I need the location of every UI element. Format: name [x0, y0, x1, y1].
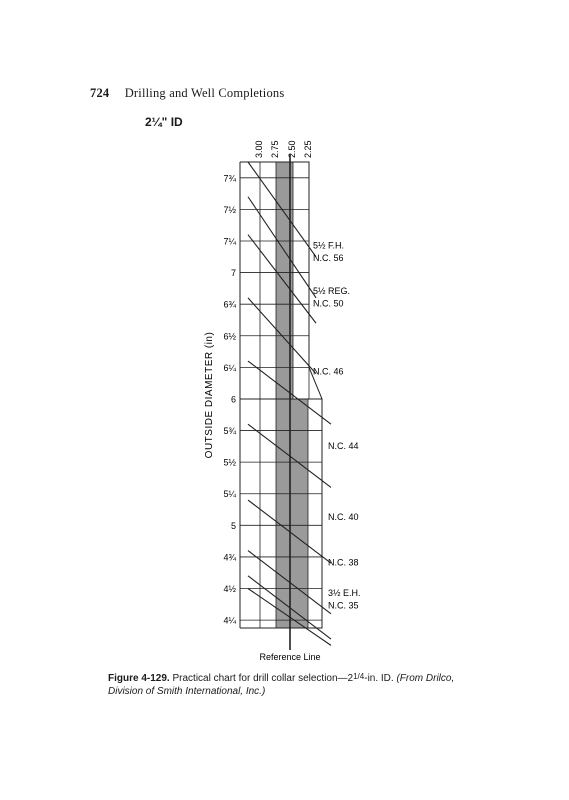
- od-tick-label: 6¼: [223, 363, 236, 373]
- connection-label: 5½ REG.: [313, 286, 350, 296]
- od-tick-label: 6¾: [223, 300, 236, 310]
- caption-fraction: 1/4: [353, 672, 365, 681]
- bsr-column-label: 2.25: [303, 140, 313, 158]
- tick-labels-group: 7¾ 7½ 7¼ 7 6¾ 6½ 6¼ 6 5¾ 5½ 5¼ 5 4¾ 4½ 4¼: [223, 173, 236, 625]
- connection-line: [247, 234, 317, 324]
- od-tick-label: 7¾: [223, 173, 236, 183]
- connection-line: [247, 297, 317, 375]
- connection-label: N.C. 35: [328, 600, 359, 610]
- od-tick-label: 5½: [223, 458, 236, 468]
- od-tick-label: 4¾: [223, 552, 236, 562]
- bsr-labels-group: 3.00 2.75 2.50 2.25: [254, 140, 313, 158]
- connection-label: 5½ F.H.: [313, 240, 344, 250]
- running-title: Drilling and Well Completions: [124, 86, 285, 100]
- caption-text-pre: Practical chart for drill collar selecti…: [172, 673, 354, 684]
- figure-number: Figure 4-129.: [108, 673, 170, 684]
- running-header: 724 Drilling and Well Completions: [90, 86, 284, 101]
- od-tick-label: 7: [231, 268, 236, 278]
- shaded-band-lower: [276, 398, 308, 628]
- od-tick-label: 4¼: [223, 616, 236, 626]
- y-axis-label: OUTSIDE DIAMETER (in): [204, 332, 215, 459]
- connection-line: [247, 196, 317, 299]
- caption-source: (From Drilco, Division of Smith Internat…: [108, 673, 455, 697]
- od-tick-label: 7½: [223, 205, 236, 215]
- od-tick-label: 5¼: [223, 489, 236, 499]
- connection-label: N.C. 38: [328, 557, 359, 567]
- connection-label: N.C. 56: [313, 253, 344, 263]
- connection-labels-group: 5½ F.H. N.C. 56 5½ REG. N.C. 50 N.C. 46 N.C. …: [313, 240, 361, 610]
- bsr-column-label: 2.75: [270, 140, 280, 158]
- od-tick-label: 7¼: [223, 236, 236, 246]
- connection-label: N.C. 40: [328, 512, 359, 522]
- bsr-column-label: 2.50: [287, 140, 297, 158]
- od-tick-label: 5: [231, 521, 236, 531]
- connection-label: 3½ E.H.: [328, 588, 361, 598]
- od-tick-label: 5¾: [223, 426, 236, 436]
- connection-label: N.C. 46: [313, 367, 344, 377]
- reference-line-label: Reference Line: [259, 652, 320, 662]
- connection-line: [247, 161, 317, 258]
- page-number: 724: [90, 86, 110, 100]
- connection-label: N.C. 50: [313, 298, 344, 308]
- caption-text-post: -in. ID.: [364, 673, 394, 684]
- connection-label: N.C. 44: [328, 441, 359, 451]
- figure-caption: Figure 4-129. Practical chart for drill …: [108, 670, 468, 698]
- chart-title: 2¼" ID: [145, 115, 183, 129]
- od-tick-label: 6: [231, 394, 236, 404]
- od-tick-label: 4½: [223, 584, 236, 594]
- shaded-band-upper: [276, 162, 293, 399]
- bsr-column-label: 3.00: [254, 140, 264, 158]
- od-tick-label: 6½: [223, 331, 236, 341]
- shaded-band-group: [276, 162, 308, 628]
